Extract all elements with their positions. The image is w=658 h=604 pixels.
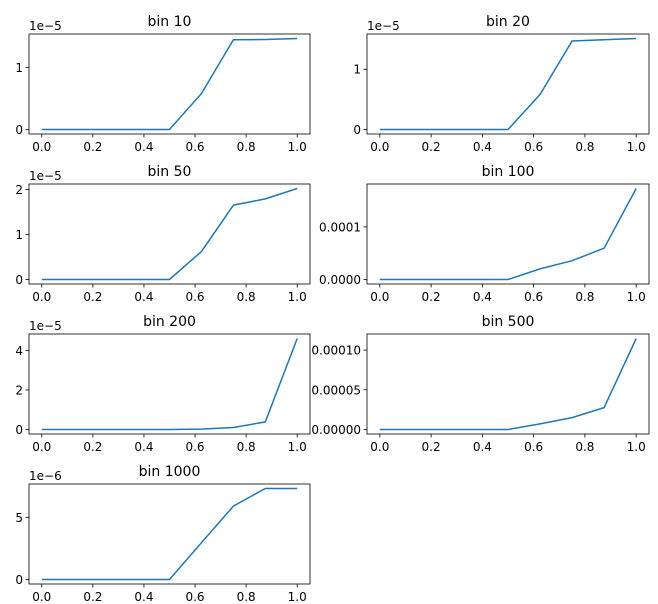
subplot-4: 0.0 0.2 0.4 0.6 0.8 1.0 0.0000 0.0001 bin 100 <box>319 164 650 304</box>
x-tick-label: 0.2 <box>422 440 441 454</box>
x-tick-label: 0.2 <box>83 440 102 454</box>
x-tick-label: 0.4 <box>134 140 153 154</box>
subplot-6: 0.0 0.2 0.4 0.6 0.8 1.0 0.00000 0.00005 0.00010 b… <box>311 314 650 454</box>
x-tick-label: 0.0 <box>32 440 51 454</box>
x-tick-label: 0.2 <box>83 590 102 604</box>
data-line <box>379 188 637 281</box>
offset-label: 1e−5 <box>29 169 62 183</box>
axes-frame <box>366 183 650 285</box>
y-tick-label: 0.00000 <box>311 423 361 437</box>
y-tick-label: 0.00010 <box>311 344 361 358</box>
subplot-title: bin 20 <box>486 14 530 30</box>
axes-frame <box>28 183 311 285</box>
x-tick-label: 0.8 <box>237 140 256 154</box>
subplot-7: 0.0 0.2 0.4 0.6 0.8 1.0 0 5 bin 1000 1e−6 <box>15 464 311 604</box>
data-line <box>41 187 298 281</box>
x-tick-label: 0.6 <box>185 590 204 604</box>
x-tick-label: 1.0 <box>288 440 307 454</box>
offset-label: 1e−6 <box>29 469 62 483</box>
x-tick-label: 0.8 <box>575 140 594 154</box>
x-tick-label: 0.4 <box>134 290 153 304</box>
data-line <box>41 487 298 581</box>
subplot-1: 0.0 0.2 0.4 0.6 0.8 1.0 0 1 bin 10 1e−5 <box>15 14 311 154</box>
x-tick-label: 0.8 <box>575 440 594 454</box>
x-tick-label: 1.0 <box>288 140 307 154</box>
y-tick-label: 0 <box>353 123 361 137</box>
x-tick-label: 0.6 <box>185 140 204 154</box>
x-tick-label: 0.8 <box>575 290 594 304</box>
subplot-title: bin 100 <box>482 164 535 180</box>
x-tick-label: 0.0 <box>370 290 389 304</box>
subplot-title: bin 500 <box>482 314 535 330</box>
y-tick-label: 0 <box>15 423 23 437</box>
x-tick-label: 0.8 <box>237 440 256 454</box>
x-tick-label: 1.0 <box>288 290 307 304</box>
y-tick-label: 0.00005 <box>311 383 361 397</box>
axes-frame <box>366 333 650 435</box>
subplot-title: bin 1000 <box>139 464 201 480</box>
x-tick-label: 0.6 <box>185 290 204 304</box>
data-line <box>379 37 637 131</box>
subplot-5: 0.0 0.2 0.4 0.6 0.8 1.0 0 2 4 bin 200 1e−5 <box>15 314 311 454</box>
x-tick-label: 0.4 <box>473 440 492 454</box>
y-tick-label: 0.0000 <box>319 273 361 287</box>
x-tick-label: 0.6 <box>185 440 204 454</box>
subplot-3: 0.0 0.2 0.4 0.6 0.8 1.0 0 1 2 bin 50 1e−5 <box>15 164 311 304</box>
axes-frame <box>28 333 311 435</box>
x-tick-label: 0.0 <box>370 140 389 154</box>
x-tick-label: 0.0 <box>370 440 389 454</box>
y-tick-label: 0 <box>15 573 23 587</box>
axes-frame <box>28 33 311 135</box>
x-tick-label: 0.2 <box>83 140 102 154</box>
axes-frame <box>28 483 311 585</box>
offset-label: 1e−5 <box>367 19 400 33</box>
x-tick-label: 1.0 <box>627 290 646 304</box>
y-tick-label: 2 <box>15 383 23 397</box>
x-tick-label: 0.2 <box>422 290 441 304</box>
x-tick-label: 0.2 <box>83 290 102 304</box>
x-tick-label: 0.0 <box>32 140 51 154</box>
y-tick-label: 0 <box>15 273 23 287</box>
x-tick-label: 0.4 <box>134 440 153 454</box>
subplot-title: bin 10 <box>148 14 192 30</box>
x-tick-label: 0.4 <box>134 590 153 604</box>
y-tick-label: 0.0001 <box>319 220 361 234</box>
data-line <box>41 37 298 131</box>
x-tick-label: 0.4 <box>473 290 492 304</box>
y-tick-label: 0 <box>15 123 23 137</box>
x-tick-label: 1.0 <box>288 590 307 604</box>
x-tick-label: 0.8 <box>237 290 256 304</box>
x-tick-label: 0.6 <box>524 140 543 154</box>
y-tick-label: 1 <box>353 63 361 77</box>
x-tick-label: 0.6 <box>524 290 543 304</box>
y-tick-label: 4 <box>15 344 23 358</box>
x-tick-label: 0.0 <box>32 590 51 604</box>
data-line <box>379 338 637 431</box>
x-tick-label: 0.4 <box>473 140 492 154</box>
axes-frame <box>366 33 650 135</box>
x-tick-label: 0.6 <box>524 440 543 454</box>
x-tick-label: 0.0 <box>32 290 51 304</box>
y-tick-label: 1 <box>15 61 23 75</box>
subplot-title: bin 200 <box>143 314 196 330</box>
offset-label: 1e−5 <box>29 19 62 33</box>
x-tick-label: 1.0 <box>627 140 646 154</box>
x-tick-label: 1.0 <box>627 440 646 454</box>
x-tick-label: 0.2 <box>422 140 441 154</box>
y-tick-label: 1 <box>15 228 23 242</box>
y-tick-label: 2 <box>15 183 23 197</box>
subplot-title: bin 50 <box>148 164 192 180</box>
y-tick-label: 5 <box>15 511 23 525</box>
subplot-2: 0.0 0.2 0.4 0.6 0.8 1.0 0 1 bin 20 1e−5 <box>353 14 650 154</box>
data-line <box>41 338 298 431</box>
x-tick-label: 0.8 <box>237 590 256 604</box>
offset-label: 1e−5 <box>29 319 62 333</box>
